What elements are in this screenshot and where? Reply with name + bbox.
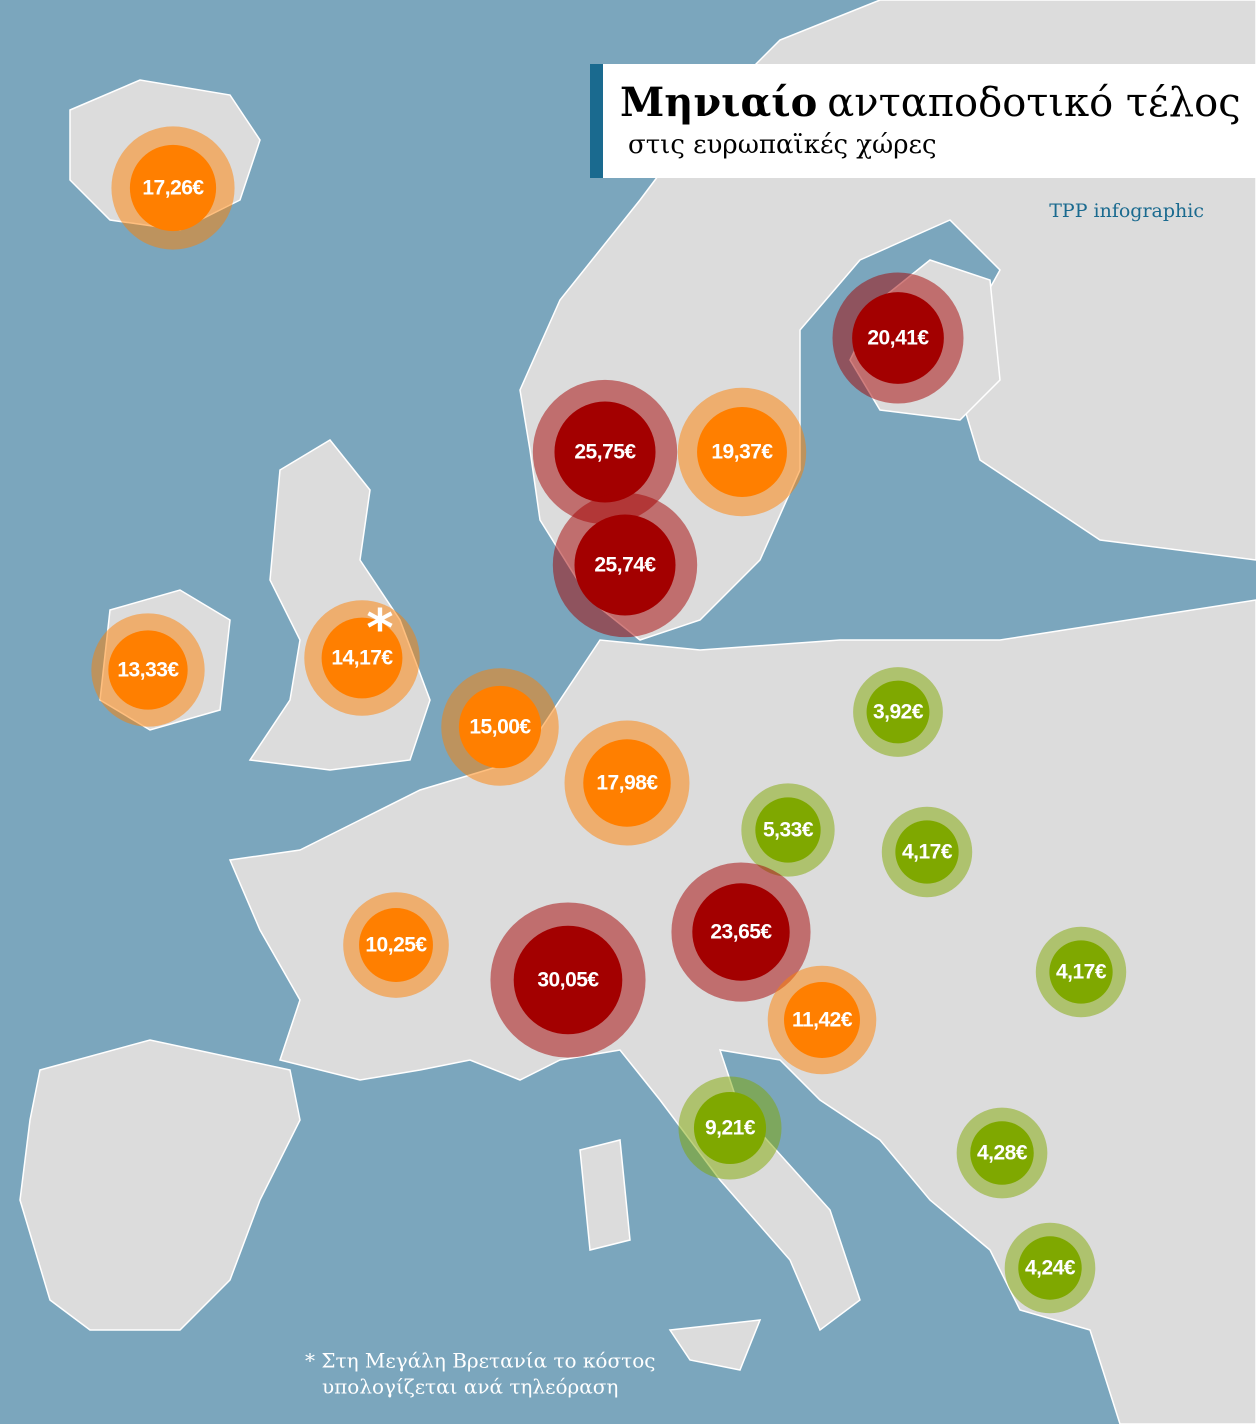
bubble-label: 17,98€ [596,772,658,795]
bubble-label: 25,75€ [574,441,636,464]
bubble [693,1091,767,1165]
bubble-label: 30,05€ [537,969,599,992]
bubble [513,925,623,1035]
bubble [129,144,217,232]
title-box [590,64,1256,178]
bubble-label: 10,25€ [365,934,427,957]
bubble [583,739,671,827]
bubble [1018,1236,1082,1300]
title: Μηνιαίο ανταποδοτικό τέλος [620,79,1241,126]
bubble [970,1121,1034,1185]
title-accent [590,64,603,178]
bubble-label: 5,33€ [763,819,814,842]
bubble-label: 4,28€ [977,1142,1028,1165]
bubble-label: 17,26€ [142,177,204,200]
bubble-label: 13,33€ [117,659,179,682]
bubble [692,883,790,981]
title-bold: Μηνιαίο [620,79,817,126]
bubble-label: 11,42€ [792,1009,853,1032]
bubble [554,401,656,503]
bubble-label: 9,21€ [705,1117,756,1140]
bubble-label: 4,17€ [1056,961,1107,984]
credit: TPP infographic [1049,200,1204,222]
footnote-line: * Στη Μεγάλη Βρετανία το κόστος [305,1349,655,1373]
bubble [852,292,944,384]
bubble-label: 19,37€ [711,441,773,464]
bubble-label: 4,17€ [902,841,953,864]
bubble-label: 3,92€ [873,701,924,724]
bubble-label: 14,17€ [331,647,393,670]
subtitle: στις ευρωπαϊκές χώρες [628,130,937,160]
bubble-label: 23,65€ [710,921,772,944]
bubble [1049,940,1113,1004]
bubble [755,797,821,863]
bubble [574,514,676,616]
footnote-line: υπολογίζεται ανά τηλεόραση [322,1375,618,1399]
bubble-label: 4,24€ [1025,1257,1076,1280]
bubble-label: 15,00€ [469,716,531,739]
bubble-label: 25,74€ [594,554,656,577]
footnote-marker: * [366,599,393,659]
bubble-label: 20,41€ [867,327,929,350]
bubble [784,982,860,1058]
title-rest: ανταποδοτικό τέλος [827,80,1240,126]
bubble [458,685,542,769]
bubble [866,680,930,744]
bubble [697,407,787,497]
bubble [321,617,403,699]
bubble [895,820,959,884]
bubble [108,630,188,710]
bubble [359,908,433,982]
